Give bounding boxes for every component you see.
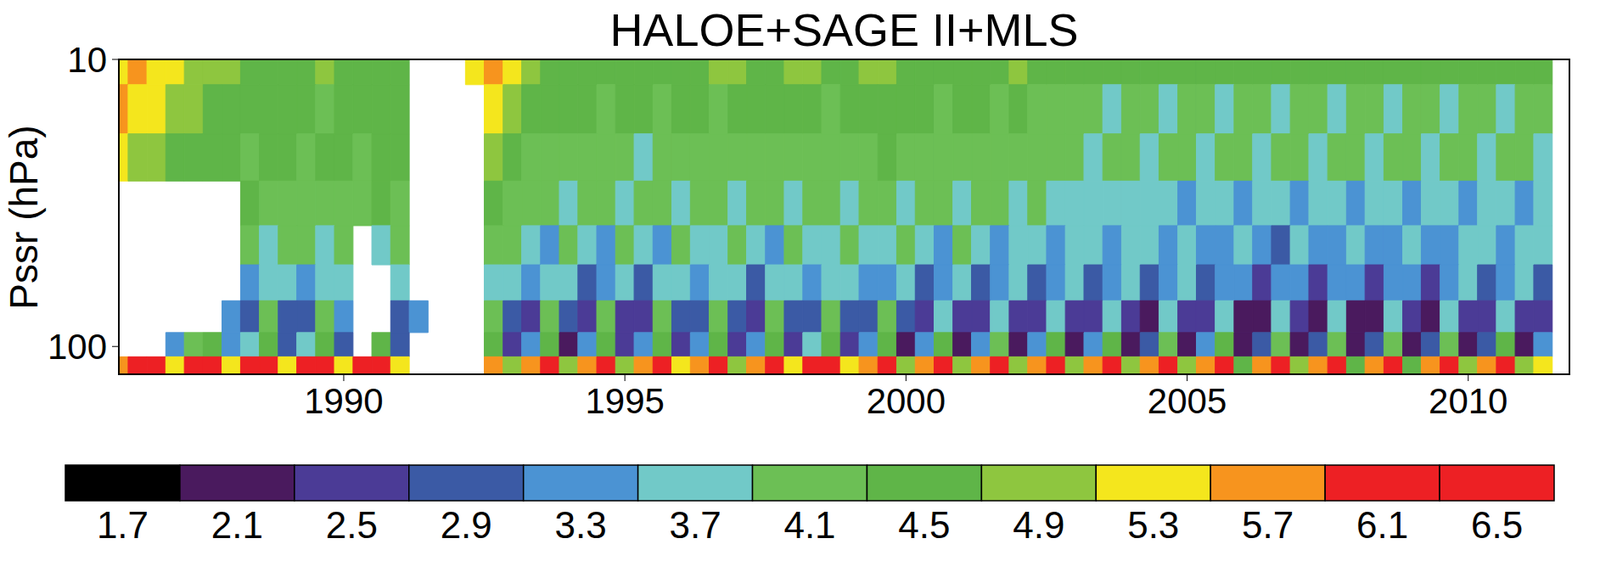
svg-text:10: 10 <box>67 39 107 80</box>
svg-text:1.7: 1.7 <box>96 504 149 546</box>
svg-text:2000: 2000 <box>866 381 946 422</box>
svg-text:5.7: 5.7 <box>1241 504 1294 546</box>
svg-text:4.1: 4.1 <box>783 504 836 546</box>
svg-text:2.5: 2.5 <box>325 504 378 546</box>
svg-text:3.3: 3.3 <box>555 504 607 546</box>
html-text:Pssr (hPa): Pssr (hPa) <box>1 124 46 310</box>
svg-text:1990: 1990 <box>303 381 383 422</box>
svg-text:6.1: 6.1 <box>1356 504 1409 546</box>
svg-text:3.7: 3.7 <box>668 504 721 546</box>
svg-text:2.1: 2.1 <box>211 504 264 546</box>
html-text:HALOE+SAGE II+MLS: HALOE+SAGE II+MLS <box>609 4 1079 56</box>
svg-text:2.9: 2.9 <box>440 504 493 546</box>
svg-text:4.5: 4.5 <box>898 504 950 546</box>
svg-text:5.3: 5.3 <box>1127 504 1179 546</box>
svg-text:100: 100 <box>47 326 107 367</box>
svg-text:2010: 2010 <box>1428 381 1508 422</box>
svg-text:4.9: 4.9 <box>1012 504 1065 546</box>
svg-text:2005: 2005 <box>1147 381 1227 422</box>
svg-text:1995: 1995 <box>584 381 664 422</box>
svg-text:6.5: 6.5 <box>1470 504 1523 546</box>
